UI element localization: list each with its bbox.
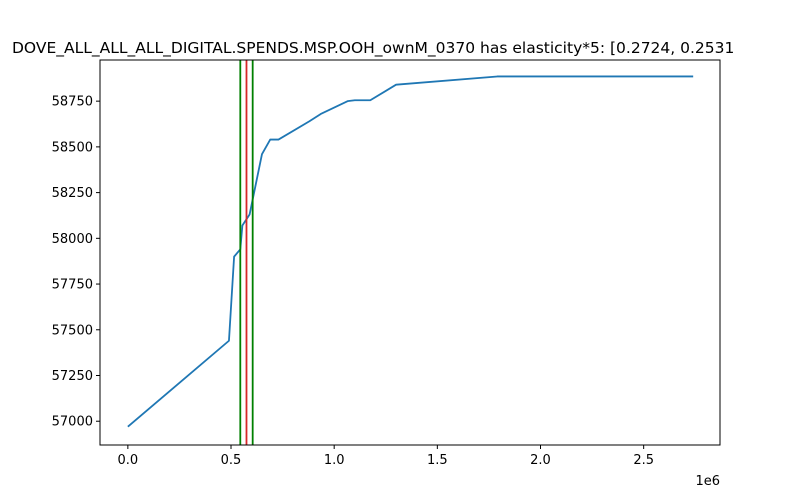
y-tick-label: 58250 <box>52 186 93 201</box>
y-tick-label: 58000 <box>52 232 93 247</box>
series-line-0 <box>127 75 694 428</box>
y-tick-label: 58500 <box>52 140 93 155</box>
x-tick-label: 0.5 <box>221 453 242 468</box>
x-axis-ticks: 0.0 0.5 1.0 1.5 2.0 2.5 <box>118 445 654 468</box>
plot-marks <box>127 60 694 445</box>
plot-frame <box>99 59 721 446</box>
y-axis-ticks: 57000 57250 57500 57750 58000 58250 58500 58750 <box>52 95 100 430</box>
x-tick-label: 2.0 <box>530 453 551 468</box>
x-offset-label: 1e6 <box>695 474 720 489</box>
y-tick-label: 58750 <box>52 95 93 110</box>
y-tick-label: 57000 <box>52 415 93 430</box>
y-tick-label: 57500 <box>52 323 93 338</box>
y-tick-label: 57750 <box>52 278 93 293</box>
y-tick-label: 57250 <box>52 369 93 384</box>
x-tick-label: 1.5 <box>427 453 448 468</box>
x-tick-label: 0.0 <box>118 453 139 468</box>
chart-title: DOVE_ALL_ALL_ALL_DIGITAL.SPENDS.MSP.OOH_… <box>12 39 734 58</box>
x-tick-label: 1.0 <box>324 453 345 468</box>
x-tick-label: 2.5 <box>633 453 654 468</box>
